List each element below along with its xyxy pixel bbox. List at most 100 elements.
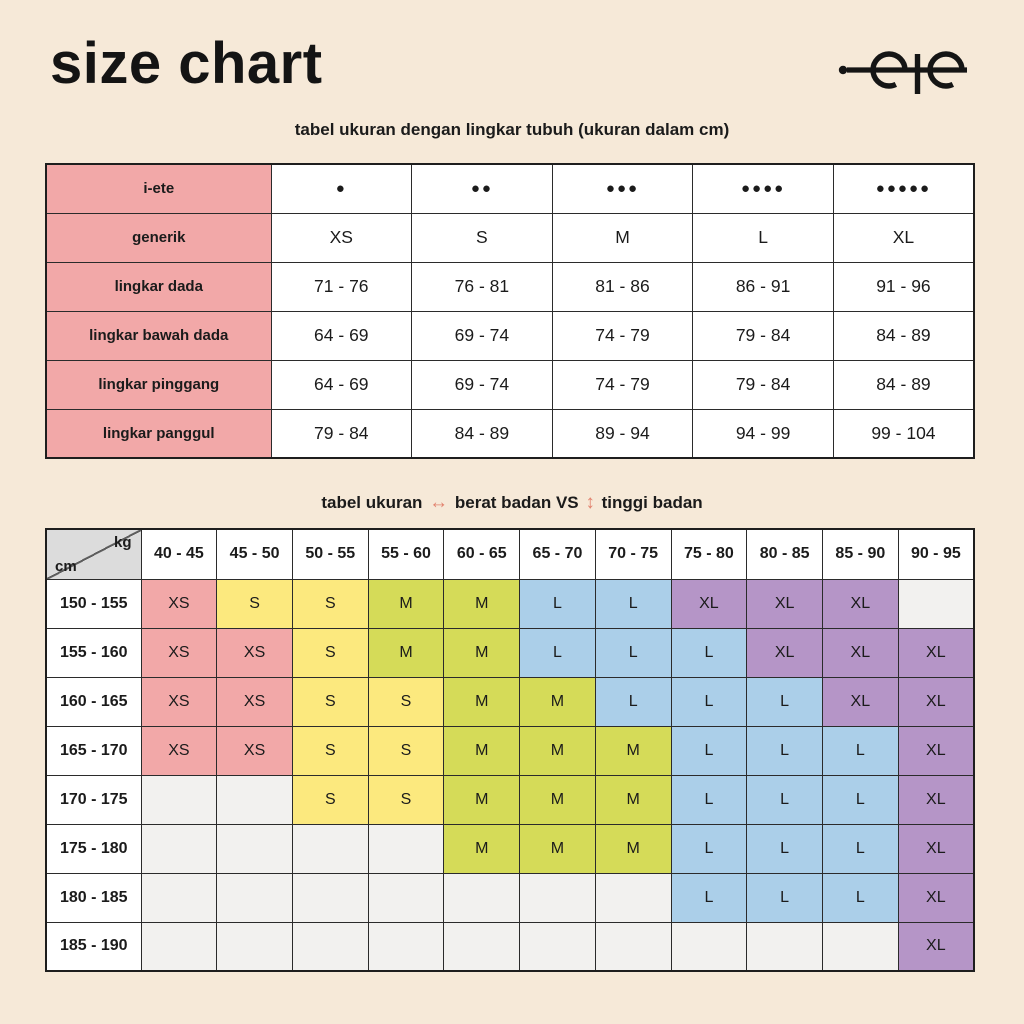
caption2-text-3: tinggi badan bbox=[601, 493, 703, 512]
dot-count-cell: ●●● bbox=[551, 163, 694, 214]
size-cell-empty bbox=[291, 872, 369, 923]
size-cell-empty bbox=[140, 774, 218, 825]
height-range-header: 180 - 185 bbox=[45, 872, 142, 923]
size-cell-m: M bbox=[594, 774, 672, 825]
size-cell-l: L bbox=[670, 725, 748, 776]
measurement-value-cell: 89 - 94 bbox=[551, 408, 694, 459]
weight-range-header: 75 - 80 bbox=[670, 528, 748, 580]
weight-range-header: 80 - 85 bbox=[746, 528, 823, 580]
dot-count-cell: ●● bbox=[411, 163, 553, 214]
measurement-value-cell: 94 - 99 bbox=[692, 408, 834, 459]
weight-range-header: 50 - 55 bbox=[291, 528, 369, 580]
measurement-value-cell: XS bbox=[270, 212, 413, 263]
size-cell-xs: XS bbox=[140, 578, 218, 629]
size-cell-xl: XL bbox=[897, 627, 975, 678]
measurement-row-label: i-ete bbox=[45, 163, 272, 214]
size-cell-xl: XL bbox=[746, 627, 823, 678]
size-cell-l: L bbox=[746, 872, 823, 923]
size-cell-empty bbox=[140, 921, 218, 972]
size-cell-empty bbox=[291, 823, 369, 874]
measurement-row-label: lingkar pinggang bbox=[45, 359, 272, 410]
size-cell-empty bbox=[594, 872, 672, 923]
measurement-value-cell: 71 - 76 bbox=[270, 261, 413, 312]
weight-range-header: 55 - 60 bbox=[367, 528, 445, 580]
size-cell-m: M bbox=[594, 725, 672, 776]
height-row: 165 - 170 XS XS S S M M M L L L XL bbox=[45, 725, 975, 776]
height-row: 160 - 165 XS XS S S M M L L L XL XL bbox=[45, 676, 975, 727]
size-cell-empty bbox=[216, 774, 293, 825]
size-cell-l: L bbox=[519, 627, 596, 678]
measurement-value-cell: S bbox=[411, 212, 553, 263]
size-cell-empty bbox=[291, 921, 369, 972]
dot-count-cell: ●●●●● bbox=[832, 163, 975, 214]
size-cell-empty bbox=[443, 921, 521, 972]
size-cell-l: L bbox=[670, 627, 748, 678]
measurement-value-cell: 86 - 91 bbox=[692, 261, 834, 312]
measurement-value-cell: L bbox=[692, 212, 834, 263]
measurement-value-cell: 64 - 69 bbox=[270, 310, 413, 361]
weight-range-header: 90 - 95 bbox=[897, 528, 975, 580]
size-cell-m: M bbox=[367, 627, 445, 678]
measurement-value-cell: 74 - 79 bbox=[551, 359, 694, 410]
size-cell-s: S bbox=[291, 676, 369, 727]
size-cell-empty bbox=[140, 872, 218, 923]
size-cell-m: M bbox=[443, 676, 521, 727]
weight-range-header: 45 - 50 bbox=[216, 528, 293, 580]
measurement-value-cell: 79 - 84 bbox=[692, 359, 834, 410]
measurement-row: lingkar panggul 79 - 84 84 - 89 89 - 94 94 -… bbox=[45, 408, 975, 459]
size-cell-l: L bbox=[594, 676, 672, 727]
dot-count-cell: ●●●● bbox=[692, 163, 834, 214]
size-cell-xl: XL bbox=[670, 578, 748, 629]
size-cell-empty bbox=[367, 872, 445, 923]
size-cell-empty bbox=[519, 872, 596, 923]
size-cell-empty bbox=[443, 872, 521, 923]
size-cell-m: M bbox=[443, 823, 521, 874]
size-cell-l: L bbox=[746, 676, 823, 727]
measurement-value-cell: 91 - 96 bbox=[832, 261, 975, 312]
size-cell-xl: XL bbox=[897, 725, 975, 776]
size-cell-m: M bbox=[519, 774, 596, 825]
height-range-header: 160 - 165 bbox=[45, 676, 142, 727]
size-cell-l: L bbox=[594, 578, 672, 629]
measurement-row-label: lingkar panggul bbox=[45, 408, 272, 459]
size-cell-l: L bbox=[821, 872, 899, 923]
size-cell-m: M bbox=[443, 627, 521, 678]
axis-corner-cell: kg cm bbox=[45, 528, 142, 580]
measurement-value-cell: XL bbox=[832, 212, 975, 263]
size-cell-l: L bbox=[670, 676, 748, 727]
size-cell-m: M bbox=[594, 823, 672, 874]
measurement-row: generik XS S M L XL bbox=[45, 212, 975, 263]
size-cell-s: S bbox=[291, 627, 369, 678]
size-cell-empty bbox=[216, 823, 293, 874]
size-cell-xl: XL bbox=[897, 676, 975, 727]
weight-range-header: 85 - 90 bbox=[821, 528, 899, 580]
size-cell-s: S bbox=[367, 774, 445, 825]
size-cell-l: L bbox=[821, 725, 899, 776]
horizontal-double-arrow-icon: ↔ bbox=[429, 492, 449, 513]
size-cell-xl: XL bbox=[821, 676, 899, 727]
size-cell-empty bbox=[519, 921, 596, 972]
matrix-table-caption: tabel ukuran ↔ berat badan VS ↕ tinggi b… bbox=[0, 492, 1024, 514]
size-cell-s: S bbox=[291, 774, 369, 825]
measurement-value-cell: 69 - 74 bbox=[411, 310, 553, 361]
size-cell-s: S bbox=[216, 578, 293, 629]
weight-height-tbody: kg cm 40 - 45 45 - 50 50 - 55 55 - 60 60 - 6… bbox=[45, 528, 975, 972]
body-measurements-table: i-ete ● ●● ●●● ●●●● ●●●●● generik XS S M L XL lingka… bbox=[45, 163, 975, 459]
measurement-value-cell: 74 - 79 bbox=[551, 310, 694, 361]
height-row: 185 - 190 XL bbox=[45, 921, 975, 972]
size-cell-xs: XS bbox=[140, 627, 218, 678]
brand-logo-icon bbox=[838, 51, 967, 94]
size-cell-empty bbox=[746, 921, 823, 972]
size-cell-empty bbox=[897, 578, 975, 629]
measurement-value-cell: 84 - 89 bbox=[832, 359, 975, 410]
measurement-value-cell: 69 - 74 bbox=[411, 359, 553, 410]
measurement-value-cell: 84 - 89 bbox=[832, 310, 975, 361]
cm-axis-label: cm bbox=[55, 557, 77, 575]
size-cell-s: S bbox=[291, 725, 369, 776]
measurement-value-cell: 76 - 81 bbox=[411, 261, 553, 312]
vertical-double-arrow-icon: ↕ bbox=[585, 492, 595, 513]
weight-range-header: 65 - 70 bbox=[519, 528, 596, 580]
caption2-text-2: berat badan VS bbox=[454, 493, 579, 512]
height-range-header: 185 - 190 bbox=[45, 921, 142, 972]
